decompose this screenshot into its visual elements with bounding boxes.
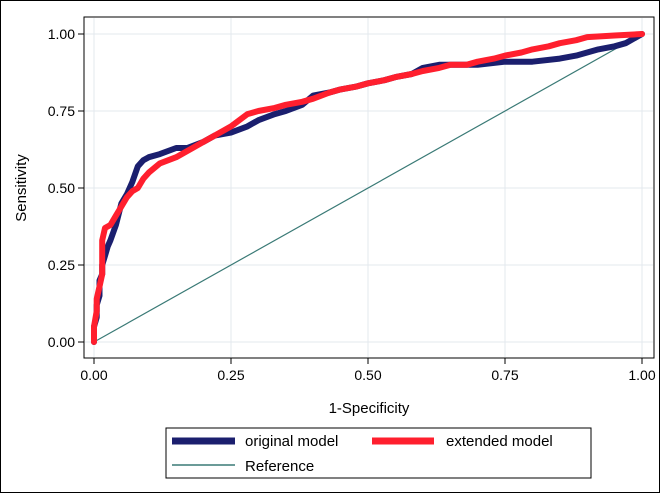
y-tick-label-0: 0.00 — [48, 334, 75, 350]
y-tick-label-3: 0.75 — [48, 103, 75, 119]
y-tick-label-2: 0.50 — [48, 180, 75, 196]
legend-label-original-model: original model — [245, 433, 338, 450]
legend-box — [165, 427, 592, 479]
x-axis-title: 1-Specificity — [329, 400, 410, 417]
series-extended-model-line — [91, 31, 645, 345]
x-tick-label-2: 0.50 — [354, 367, 381, 383]
series-layer — [91, 31, 645, 345]
x-tick-label-4: 1.00 — [628, 367, 655, 383]
x-tick-label-0: 0.00 — [80, 367, 107, 383]
x-tick-label-3: 0.75 — [491, 367, 518, 383]
y-axis-title: Sensitivity — [13, 154, 30, 222]
legend-label-reference: Reference — [245, 458, 314, 475]
x-tick-label-1: 0.25 — [217, 367, 244, 383]
series-reference-line — [93, 33, 643, 343]
y-tick-label-4: 1.00 — [48, 26, 75, 42]
y-tick-label-1: 0.25 — [48, 257, 75, 273]
legend: original model extended model Reference — [165, 427, 592, 479]
axis-layer: 0.00 0.25 0.50 0.75 1.00 0.00 0.25 0.50 0.75 1.00 — [48, 26, 656, 383]
legend-label-extended-model: extended model — [446, 433, 553, 450]
series-original-model-line — [91, 31, 645, 345]
